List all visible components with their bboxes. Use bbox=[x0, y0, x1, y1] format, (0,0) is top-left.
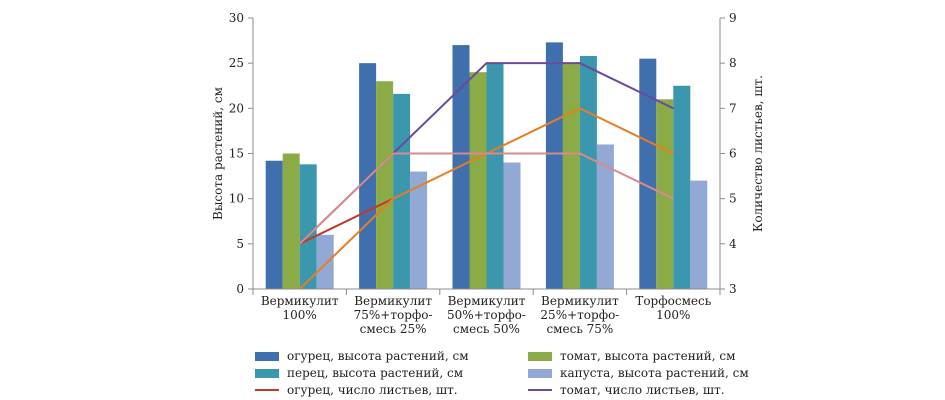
bar-2-4 bbox=[673, 85, 691, 289]
x-tick-label-line: 25%+торфо- bbox=[540, 308, 619, 322]
y2-axis-title: Количество листьев, шт. bbox=[751, 75, 765, 232]
left-tick-label: 20 bbox=[229, 101, 244, 115]
x-tick-label-line: Вермикулит bbox=[541, 294, 619, 308]
x-tick-label: Торфосмесь 100% bbox=[635, 294, 711, 322]
y-axis-title: Высота растений, см bbox=[211, 87, 225, 220]
left-tick-label: 5 bbox=[236, 237, 244, 251]
x-tick-label-line: Торфосмесь bbox=[635, 294, 711, 308]
bar-1-0 bbox=[282, 153, 300, 289]
x-tick-label: Вермикулит 50%+торфо-смесь 50% bbox=[447, 294, 526, 336]
x-tick-label-line: 75%+торфо- bbox=[354, 308, 433, 322]
left-tick-label: 0 bbox=[236, 282, 244, 296]
bar-0-4 bbox=[639, 58, 657, 290]
bar-1-1 bbox=[376, 81, 394, 289]
bar-3-2 bbox=[503, 162, 521, 289]
right-tick-label: 5 bbox=[729, 192, 737, 206]
right-tick-label: 8 bbox=[729, 56, 737, 70]
right-tick-label: 6 bbox=[729, 147, 737, 161]
left-tick-label: 10 bbox=[229, 192, 244, 206]
right-tick-label: 3 bbox=[729, 282, 737, 296]
bar-2-3 bbox=[579, 55, 597, 289]
bar-0-1 bbox=[359, 63, 377, 289]
bar-0-3 bbox=[545, 42, 563, 289]
x-tick-label: Вермикулит 25%+торфо-смесь 75% bbox=[540, 294, 619, 336]
bar-1-3 bbox=[562, 63, 580, 289]
bar-2-2 bbox=[486, 63, 504, 289]
x-tick-label: Вермикулит 75%+торфо-смесь 25% bbox=[354, 294, 433, 336]
x-tick-label-line: Вермикулит bbox=[448, 294, 526, 308]
bar-1-2 bbox=[469, 72, 487, 289]
bar-2-0 bbox=[299, 164, 317, 289]
right-tick-label: 7 bbox=[729, 101, 737, 115]
bar-3-4 bbox=[690, 180, 708, 289]
x-tick-label: Вермикулит 100% bbox=[261, 294, 339, 322]
bar-2-1 bbox=[393, 93, 411, 289]
left-tick-label: 30 bbox=[229, 11, 244, 25]
x-tick-label-line: смесь 75% bbox=[546, 322, 613, 336]
bar-3-3 bbox=[596, 144, 614, 289]
bar-0-0 bbox=[265, 160, 283, 289]
right-tick-label: 9 bbox=[729, 11, 737, 25]
bar-3-0 bbox=[316, 234, 334, 289]
x-tick-label-line: 100% bbox=[656, 308, 690, 322]
x-tick-label-line: Вермикулит bbox=[354, 294, 432, 308]
bar-0-2 bbox=[452, 45, 470, 289]
line-series-3 bbox=[299, 152, 674, 245]
line-series-0 bbox=[299, 197, 394, 245]
x-tick-label-line: Вермикулит bbox=[261, 294, 339, 308]
bar-3-1 bbox=[410, 171, 428, 289]
x-tick-label-line: 50%+торфо- bbox=[447, 308, 526, 322]
x-tick-label-line: 100% bbox=[283, 308, 317, 322]
right-tick-label: 4 bbox=[729, 237, 737, 251]
left-tick-label: 15 bbox=[229, 147, 244, 161]
left-tick-label: 25 bbox=[229, 56, 244, 70]
x-tick-label-line: смесь 25% bbox=[360, 322, 427, 336]
x-tick-label-line: смесь 50% bbox=[453, 322, 520, 336]
